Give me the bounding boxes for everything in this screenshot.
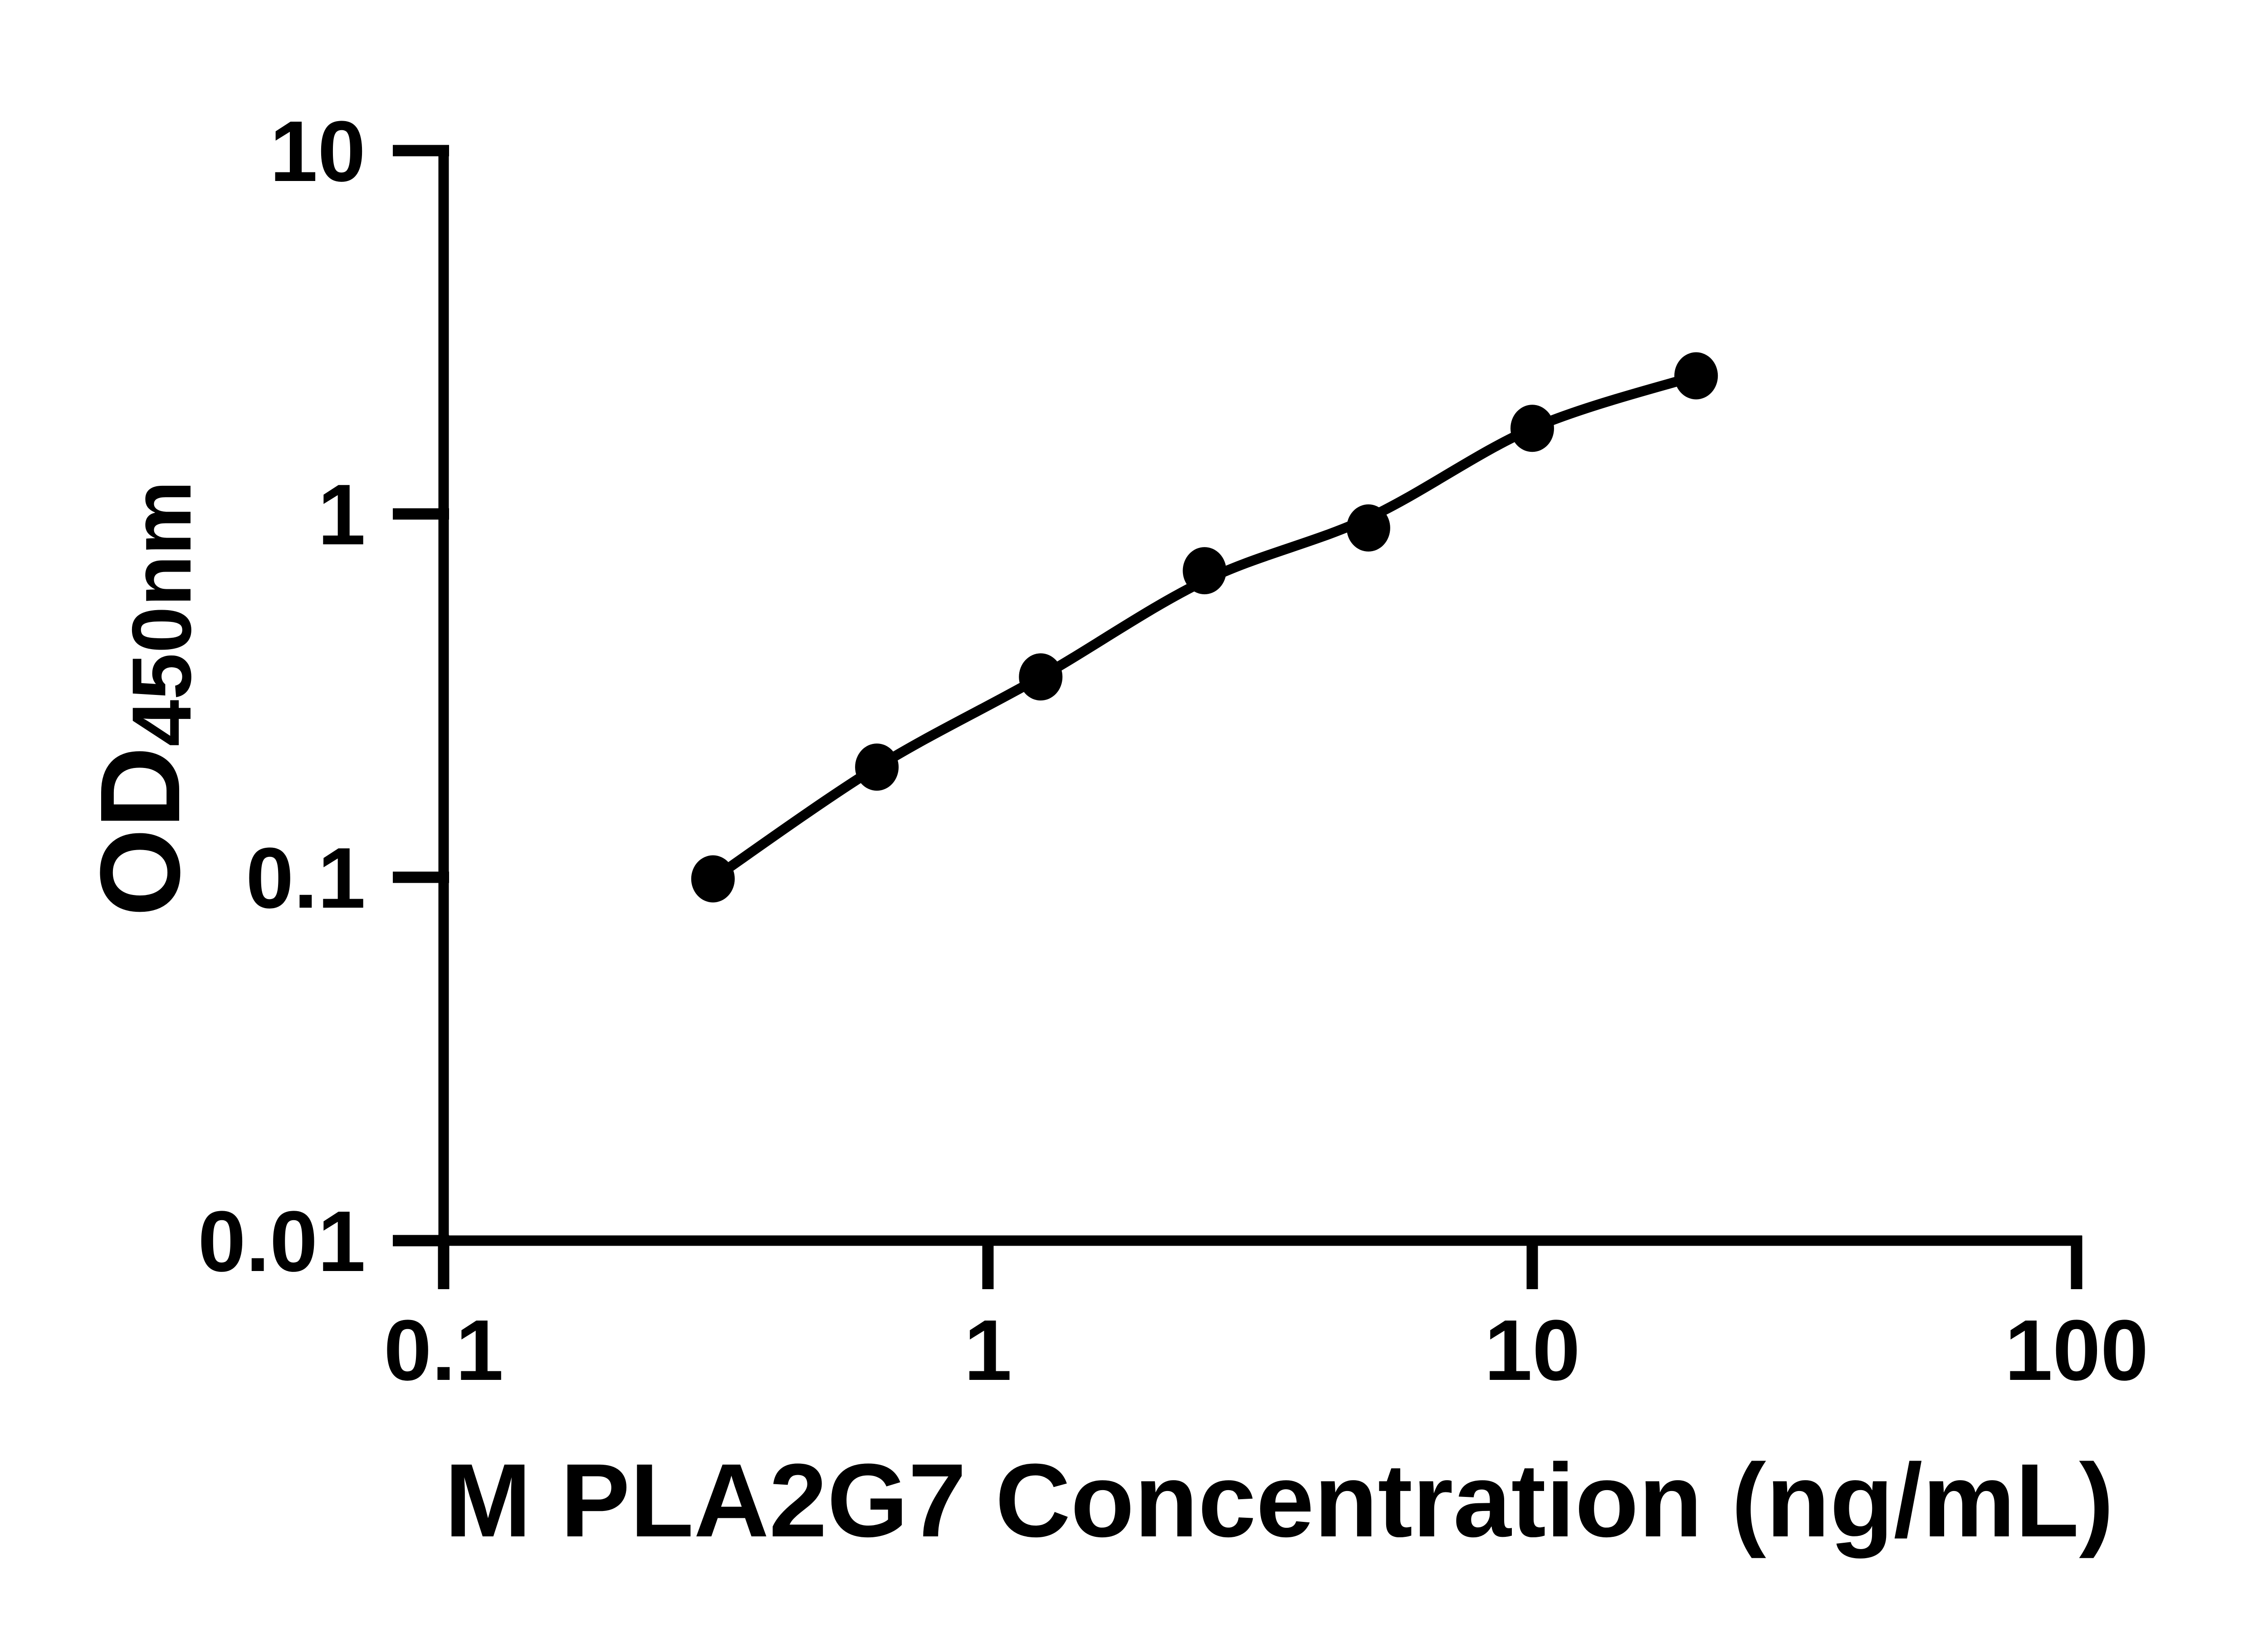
data-points-group xyxy=(691,352,1718,903)
fit-curve xyxy=(708,371,1701,884)
x-tick-label: 10 xyxy=(1484,1302,1580,1398)
data-point xyxy=(1674,352,1718,400)
axes-group xyxy=(438,145,2082,1246)
data-point xyxy=(855,743,899,791)
x-tick-label: 100 xyxy=(2004,1302,2148,1398)
ticks-group xyxy=(393,145,2082,1289)
fit-curve-group xyxy=(708,371,1701,884)
y-axis-title-subscript: 450nm xyxy=(115,480,209,746)
data-point xyxy=(1510,405,1554,452)
data-point xyxy=(691,855,735,903)
y-tick-label: 0.1 xyxy=(246,830,366,926)
data-point xyxy=(1019,653,1063,701)
x-tick-label: 1 xyxy=(964,1302,1012,1398)
y-axis-title: OD450nm xyxy=(77,480,209,916)
y-tick-label: 1 xyxy=(318,467,366,563)
data-point xyxy=(1346,504,1390,552)
x-axis-title: M PLA2G7 Concentration (ng/mL) xyxy=(445,1442,2114,1559)
x-tick-label: 0.1 xyxy=(384,1302,503,1398)
y-tick-label: 10 xyxy=(270,103,366,200)
y-axis-title-main: OD xyxy=(77,747,203,917)
y-tick-label: 0.01 xyxy=(198,1193,366,1290)
data-point xyxy=(1183,547,1227,595)
